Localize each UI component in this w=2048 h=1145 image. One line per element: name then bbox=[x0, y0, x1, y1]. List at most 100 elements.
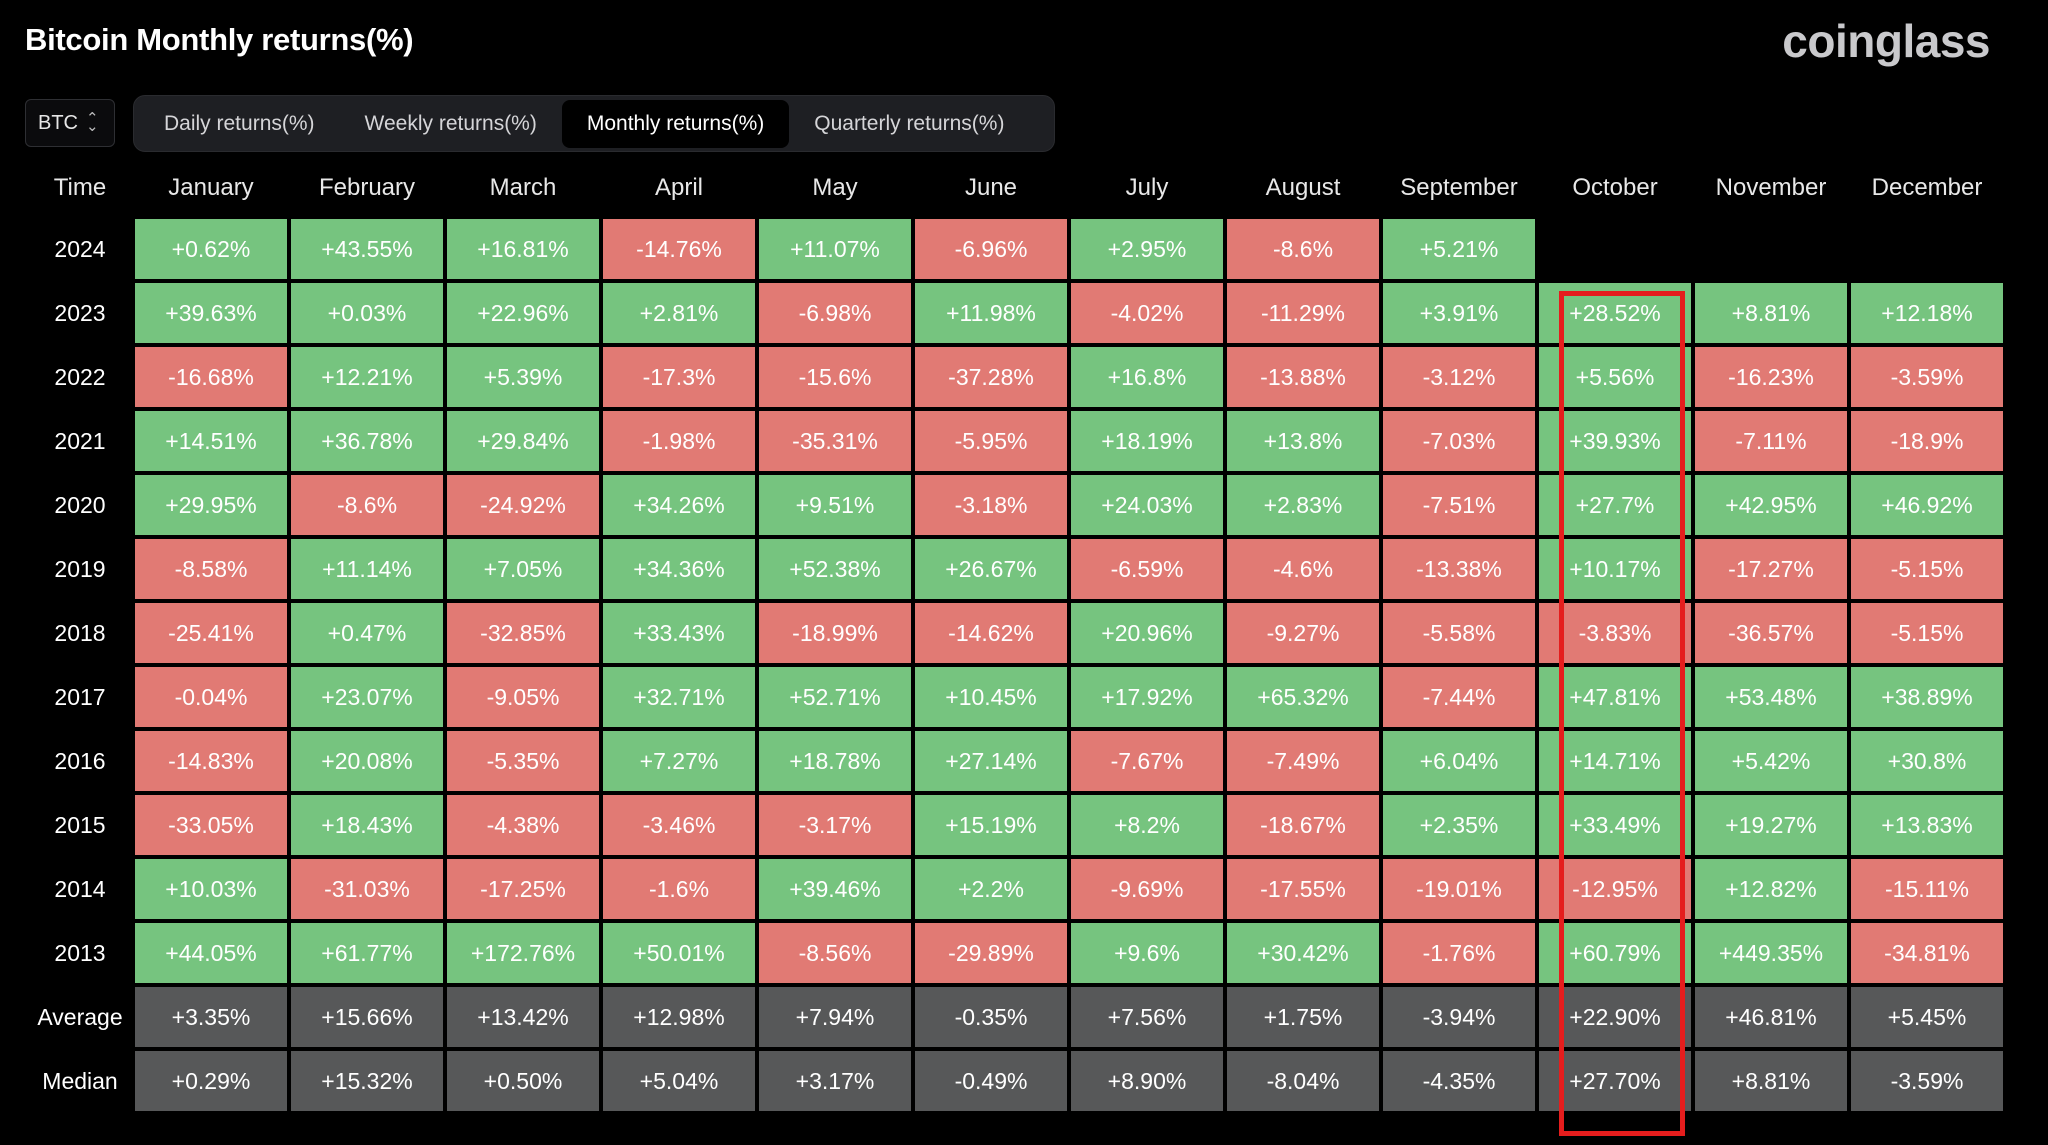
return-cell: +0.62% bbox=[135, 219, 287, 279]
year-label: 2018 bbox=[54, 619, 106, 646]
return-cell: -1.98% bbox=[603, 411, 755, 471]
return-cell: -6.98% bbox=[759, 283, 911, 343]
month-header: December bbox=[1871, 174, 1983, 201]
return-cell: -12.95% bbox=[1539, 859, 1691, 919]
return-cell: -16.23% bbox=[1695, 347, 1847, 407]
return-cell: -14.83% bbox=[135, 731, 287, 791]
table-row: 2017 -0.04% +23.07% -9.05% +32.71% +52.71% +10… bbox=[29, 667, 2003, 727]
tab-quarterly-returns[interactable]: Quarterly returns(%) bbox=[814, 111, 1005, 135]
return-cell: -6.96% bbox=[915, 219, 1067, 279]
month-header: August bbox=[1265, 174, 1341, 201]
table-row: 2013 +44.05% +61.77% +172.76% +50.01% -8.56% -… bbox=[29, 923, 2003, 983]
return-cell: -11.29% bbox=[1227, 283, 1379, 343]
return-cell: -29.89% bbox=[915, 923, 1067, 983]
returns-period-tabs: Daily returns(%) Weekly returns(%) Month… bbox=[133, 95, 1055, 152]
table-body: 2024 +0.62% +43.55% +16.81% -14.76% +11.07% -6… bbox=[29, 219, 2003, 1111]
return-cell: +15.19% bbox=[915, 795, 1067, 855]
return-cell: -3.46% bbox=[603, 795, 755, 855]
year-label: 2013 bbox=[54, 939, 106, 966]
return-cell: +2.35% bbox=[1383, 795, 1535, 855]
stat-cell: +5.04% bbox=[603, 1051, 755, 1111]
return-cell: +60.79% bbox=[1539, 923, 1691, 983]
return-cell: -9.27% bbox=[1227, 603, 1379, 663]
return-cell: +30.8% bbox=[1851, 731, 2003, 791]
tab-monthly-returns[interactable]: Monthly returns(%) bbox=[561, 99, 790, 148]
tab-weekly-returns[interactable]: Weekly returns(%) bbox=[364, 111, 537, 135]
return-cell: -5.35% bbox=[447, 731, 599, 791]
return-cell: -0.04% bbox=[135, 667, 287, 727]
return-cell: -13.88% bbox=[1227, 347, 1379, 407]
return-cell: +5.42% bbox=[1695, 731, 1847, 791]
return-cell: +29.95% bbox=[135, 475, 287, 535]
return-cell: +33.49% bbox=[1539, 795, 1691, 855]
return-cell: +10.45% bbox=[915, 667, 1067, 727]
return-cell: +172.76% bbox=[447, 923, 599, 983]
month-header: April bbox=[654, 174, 703, 201]
empty-cell bbox=[1851, 219, 2003, 279]
return-cell: +12.18% bbox=[1851, 283, 2003, 343]
tab-daily-returns[interactable]: Daily returns(%) bbox=[164, 111, 315, 135]
return-cell: +65.32% bbox=[1227, 667, 1379, 727]
table-row: 2016 -14.83% +20.08% -5.35% +7.27% +18.78% +27… bbox=[29, 731, 2003, 791]
stat-cell: +7.56% bbox=[1071, 987, 1223, 1047]
sort-updown-icon: ⌃ ⌄ bbox=[86, 110, 99, 135]
return-cell: +10.17% bbox=[1539, 539, 1691, 599]
month-header: September bbox=[1400, 174, 1518, 201]
asset-select[interactable]: BTC ⌃ ⌄ bbox=[25, 99, 115, 147]
return-cell: -3.59% bbox=[1851, 347, 2003, 407]
month-header: February bbox=[318, 174, 416, 201]
return-cell: -1.6% bbox=[603, 859, 755, 919]
return-cell: +30.42% bbox=[1227, 923, 1379, 983]
return-cell: +24.03% bbox=[1071, 475, 1223, 535]
asset-select-value: BTC bbox=[38, 111, 78, 134]
return-cell: +7.05% bbox=[447, 539, 599, 599]
return-cell: -33.05% bbox=[135, 795, 287, 855]
return-cell: -9.69% bbox=[1071, 859, 1223, 919]
return-cell: +29.84% bbox=[447, 411, 599, 471]
return-cell: -31.03% bbox=[291, 859, 443, 919]
return-cell: +5.56% bbox=[1539, 347, 1691, 407]
month-header: July bbox=[1125, 174, 1169, 201]
return-cell: -32.85% bbox=[447, 603, 599, 663]
return-cell: +5.21% bbox=[1383, 219, 1535, 279]
return-cell: +12.21% bbox=[291, 347, 443, 407]
return-cell: -5.15% bbox=[1851, 603, 2003, 663]
return-cell: +2.83% bbox=[1227, 475, 1379, 535]
return-cell: -4.02% bbox=[1071, 283, 1223, 343]
stat-cell: +12.98% bbox=[603, 987, 755, 1047]
return-cell: -35.31% bbox=[759, 411, 911, 471]
stat-cell: -3.59% bbox=[1851, 1051, 2003, 1111]
stat-cell: +46.81% bbox=[1695, 987, 1847, 1047]
return-cell: +47.81% bbox=[1539, 667, 1691, 727]
table-row: 2022 -16.68% +12.21% +5.39% -17.3% -15.6% -37.… bbox=[29, 347, 2003, 407]
return-cell: +38.89% bbox=[1851, 667, 2003, 727]
return-cell: +13.8% bbox=[1227, 411, 1379, 471]
return-cell: +53.48% bbox=[1695, 667, 1847, 727]
return-cell: -25.41% bbox=[135, 603, 287, 663]
return-cell: +16.8% bbox=[1071, 347, 1223, 407]
empty-cell bbox=[1539, 219, 1691, 279]
month-header: January bbox=[168, 174, 254, 201]
return-cell: -36.57% bbox=[1695, 603, 1847, 663]
return-cell: +36.78% bbox=[291, 411, 443, 471]
return-cell: +2.81% bbox=[603, 283, 755, 343]
return-cell: -16.68% bbox=[135, 347, 287, 407]
return-cell: -17.25% bbox=[447, 859, 599, 919]
stat-cell: +3.35% bbox=[135, 987, 287, 1047]
return-cell: +3.91% bbox=[1383, 283, 1535, 343]
stat-cell: +7.94% bbox=[759, 987, 911, 1047]
return-cell: -18.9% bbox=[1851, 411, 2003, 471]
return-cell: -3.12% bbox=[1383, 347, 1535, 407]
stat-row: Median +0.29% +15.32% +0.50% +5.04% +3.17% -0.… bbox=[29, 1051, 2003, 1111]
year-label: 2021 bbox=[54, 427, 106, 454]
return-cell: +52.38% bbox=[759, 539, 911, 599]
return-cell: +10.03% bbox=[135, 859, 287, 919]
return-cell: -14.62% bbox=[915, 603, 1067, 663]
return-cell: -17.27% bbox=[1695, 539, 1847, 599]
return-cell: -17.3% bbox=[603, 347, 755, 407]
return-cell: +11.98% bbox=[915, 283, 1067, 343]
time-header: Time bbox=[53, 174, 107, 201]
stat-cell: +0.50% bbox=[447, 1051, 599, 1111]
return-cell: -15.11% bbox=[1851, 859, 2003, 919]
table-row: 2020 +29.95% -8.6% -24.92% +34.26% +9.51% -3.1… bbox=[29, 475, 2003, 535]
